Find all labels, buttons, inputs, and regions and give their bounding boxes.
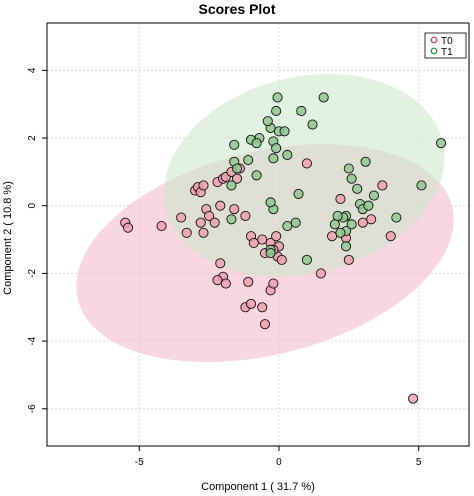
point-t1 [293,188,304,199]
legend-marker-t1 [430,47,438,55]
point-t0 [156,220,167,232]
point-t0 [229,204,240,215]
y-tick-label: -6 [27,404,38,413]
point-t0 [195,217,206,228]
x-axis-label: Component 1 ( 31.7 %) [201,481,315,493]
legend-marker-t0 [430,36,438,44]
point-t1 [436,138,447,149]
point-t1 [360,156,371,167]
point-t1 [346,219,357,230]
point-t1 [243,155,254,166]
point-t0 [343,254,354,265]
point-t1 [262,116,273,127]
point-t0 [240,210,251,221]
point-t0 [181,227,192,238]
point-t1 [307,119,318,130]
point-t0 [209,217,220,228]
point-t0 [176,212,187,223]
point-t0 [220,278,231,289]
x-tick-label: -5 [135,457,144,468]
y-tick-label: 2 [27,135,38,141]
plot-frame [46,22,470,447]
point-t1 [271,143,282,154]
point-t1 [251,170,262,181]
point-t1 [229,139,240,150]
point-t1 [301,254,312,265]
point-t1 [352,183,363,194]
chart-title: Scores Plot [198,1,275,17]
score-points [120,92,447,404]
point-t1 [346,173,357,184]
point-t0 [231,173,243,184]
point-t1 [271,105,282,117]
point-t0 [301,158,312,169]
point-t1 [231,163,243,174]
point-t0 [276,254,287,265]
legend-label-t1: T1 [441,47,453,58]
legend-label-t0: T0 [441,36,453,47]
point-t1 [343,163,354,174]
legend-box [424,32,467,59]
point-t1 [226,180,237,191]
point-t1 [282,220,293,232]
point-t1 [363,200,374,211]
point-t0 [257,302,268,313]
point-t1 [332,210,343,221]
point-t1 [368,190,380,201]
grid-lines [47,23,469,446]
point-t0 [357,217,368,228]
point-t1 [226,214,237,225]
point-t0 [335,193,346,205]
point-t0 [215,258,226,269]
y-axis-label: Component 2 ( 10.8 %) [2,181,14,295]
point-t0 [257,234,268,245]
point-t0 [198,227,209,238]
point-t1 [272,92,283,103]
y-tick-label: 4 [27,67,38,73]
point-t0 [408,393,419,404]
point-t0 [198,180,209,191]
point-t0 [271,231,282,242]
y-tick-label: 0 [27,203,38,209]
point-t0 [327,231,338,242]
point-t1 [318,92,329,103]
point-t0 [259,319,271,330]
point-t0 [243,276,254,287]
x-tick-label: 5 [416,457,422,468]
point-t1 [296,105,307,117]
x-tick-label: 0 [276,457,282,468]
point-t0 [385,231,396,242]
point-t1 [265,248,276,259]
point-t1 [268,153,279,164]
legend: T0 T1 [424,32,467,59]
point-t0 [245,298,257,309]
y-tick-label: -4 [27,336,38,345]
point-t1 [391,212,402,223]
point-t1 [329,219,340,230]
y-axis-ticks: -6 -4 -2 0 2 4 [27,67,47,413]
point-t0 [366,214,377,225]
point-t1 [290,217,301,228]
point-t1 [251,138,262,149]
point-t1 [282,149,293,161]
y-tick-label: -2 [27,269,38,278]
point-t1 [265,197,276,208]
point-t0 [204,210,215,221]
point-t0 [122,222,134,233]
x-axis-ticks: -5 0 5 [135,446,422,468]
point-t1 [335,227,346,238]
point-t0 [212,275,223,286]
point-t1 [279,126,290,137]
point-t1 [340,241,352,252]
point-t0 [248,237,259,249]
point-t0 [377,180,388,191]
point-t0 [315,268,326,279]
point-t1 [416,180,427,191]
point-t0 [268,278,279,289]
point-t0 [215,200,226,211]
ellipse-t1 [163,74,445,277]
